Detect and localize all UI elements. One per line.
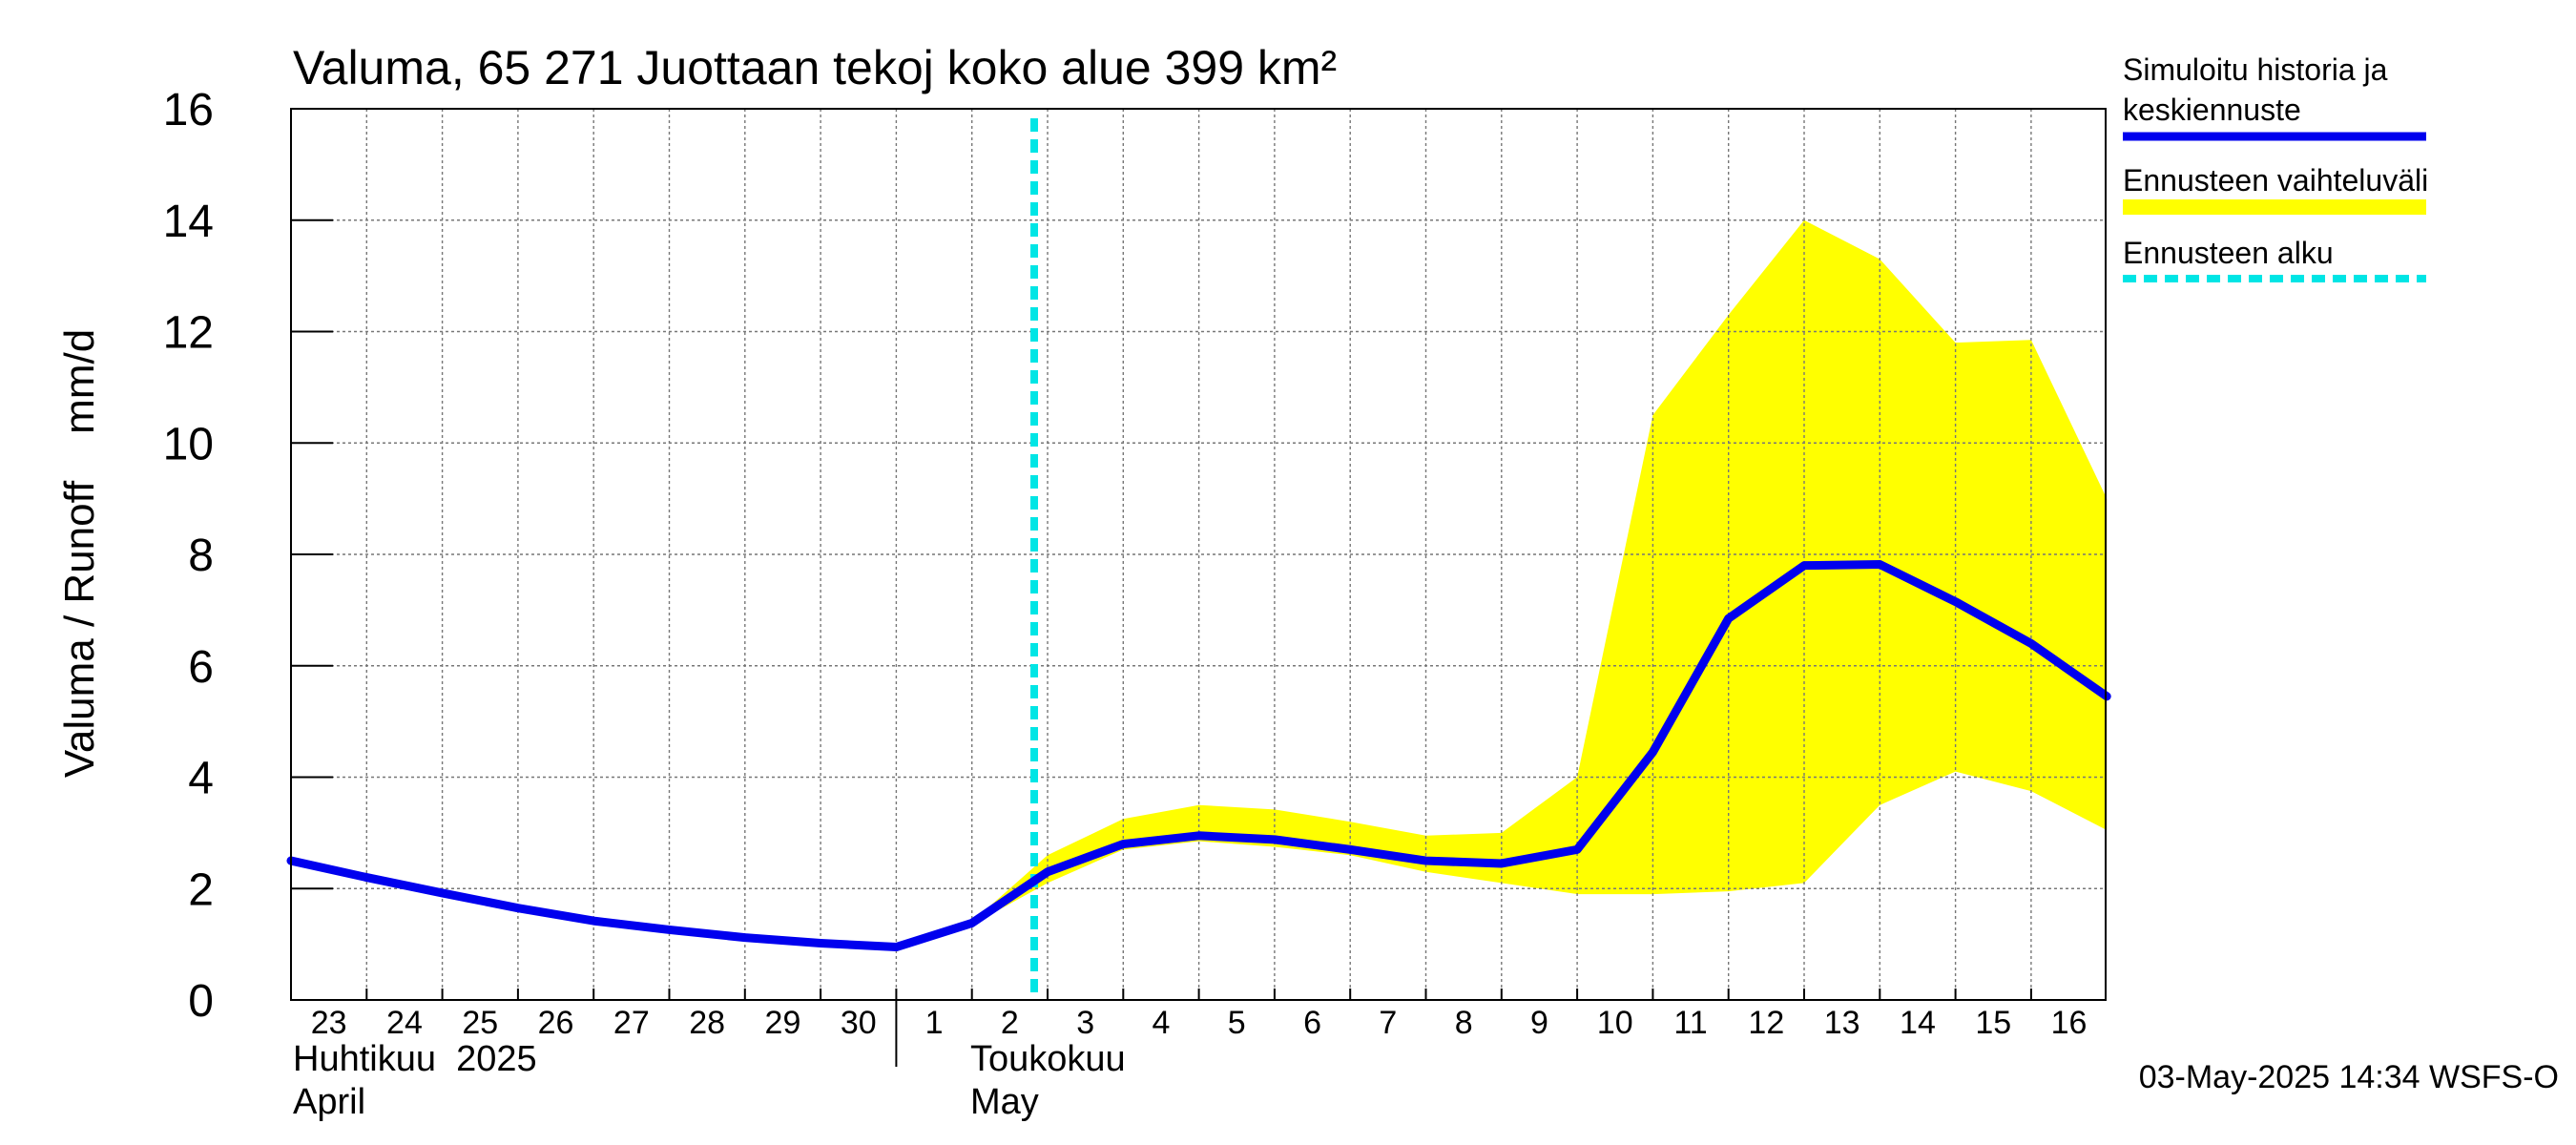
x-tick-label: 11 [1673,1005,1707,1041]
y-axis: 0 2 4 6 8 10 12 14 16 [163,85,333,1027]
x-tick-label: 16 [2051,1005,2088,1041]
x-tick-label: 30 [841,1005,877,1041]
month-labels: Huhtikuu 2025 April Toukokuu May [293,1039,1126,1122]
legend-range-label: Ennusteen vaihteluväli [2123,163,2428,198]
x-tick-label: 14 [1900,1005,1936,1041]
x-tick-label: 13 [1824,1005,1860,1041]
timestamp-footer: 03-May-2025 14:34 WSFS-O [2139,1059,2559,1095]
x-tick-label: 5 [1228,1005,1246,1041]
x-tick-label: 9 [1530,1005,1548,1041]
legend: Simuloitu historia ja keskiennuste Ennus… [2123,52,2428,282]
simulated-history-line [286,560,2111,952]
y-tick-label: 14 [163,197,214,247]
x-tick-label: 3 [1076,1005,1094,1041]
x-tick-label: 27 [613,1005,650,1041]
x-tick-label: 26 [538,1005,574,1041]
x-tick-label: 24 [386,1005,423,1041]
y-axis-label: Valuma / Runoff mm/d [56,329,103,778]
y-tick-label: 16 [163,85,214,135]
x-tick-label: 6 [1303,1005,1321,1041]
y-tick-label: 10 [163,419,214,469]
x-tick-label: 1 [925,1005,944,1041]
x-tick-label: 12 [1748,1005,1784,1041]
y-tick-label: 8 [188,531,214,581]
x-tick-label: 7 [1379,1005,1397,1041]
forecast-range-layer [971,219,2108,926]
x-axis: 23 24 25 26 27 28 29 30 1 2 3 4 5 6 7 8 9 10 11 12 13 14 15 16 [290,989,2088,1067]
y-tick-label: 6 [188,642,214,693]
y-tick-label: 12 [163,308,214,359]
x-tick-label: 25 [462,1005,498,1041]
forecast-range-band [971,219,2108,926]
x-tick-label: 29 [765,1005,801,1041]
month-label-may-fi: Toukokuu [970,1039,1126,1079]
x-tick-label: 8 [1455,1005,1473,1041]
x-tick-label: 15 [1975,1005,2011,1041]
month-label-april-en: April [293,1082,365,1122]
x-tick-label: 10 [1597,1005,1633,1041]
x-tick-label: 2 [1001,1005,1019,1041]
legend-sim-label-line1: Simuloitu historia ja [2123,52,2388,87]
x-tick-label: 4 [1152,1005,1170,1041]
legend-sim-label-line2: keskiennuste [2123,93,2301,127]
y-tick-label: 2 [188,864,214,915]
x-tick-label: 28 [689,1005,725,1041]
y-tick-label: 0 [188,976,214,1027]
month-label-may-en: May [970,1082,1039,1122]
y-tick-label: 4 [188,754,214,804]
x-tick-label: 23 [311,1005,347,1041]
chart-title: Valuma, 65 271 Juottaan tekoj koko alue … [293,41,1337,94]
legend-start-label: Ennusteen alku [2123,236,2334,270]
month-label-april-fi: Huhtikuu 2025 [293,1039,537,1079]
